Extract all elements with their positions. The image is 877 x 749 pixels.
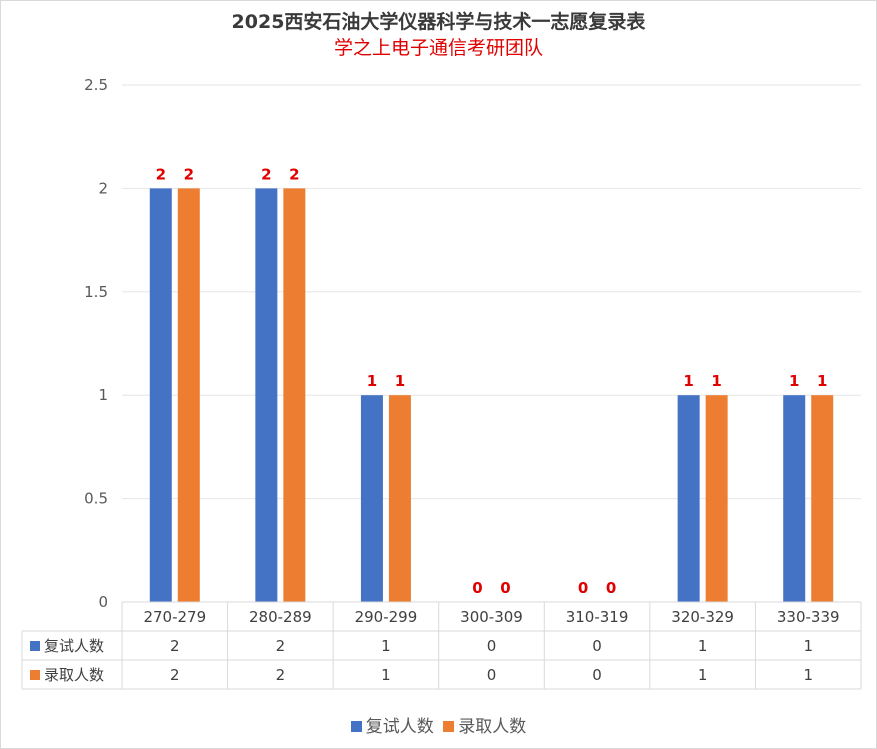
x-tick-label: 320-329 bbox=[671, 608, 734, 626]
y-tick-label: 0.5 bbox=[84, 490, 108, 508]
legend-label-series-1: 复试人数 bbox=[365, 717, 434, 737]
table-cell: 2 bbox=[276, 637, 286, 655]
table-cell: 0 bbox=[487, 637, 497, 655]
legend-swatch-series-1 bbox=[350, 721, 362, 732]
x-tick-label: 290-299 bbox=[355, 608, 418, 626]
table-row-label: 复试人数 bbox=[44, 637, 104, 655]
data-label: 1 bbox=[711, 372, 721, 390]
table-cell: 0 bbox=[592, 637, 602, 655]
table-cell: 2 bbox=[170, 637, 180, 655]
chart-legend: 复试人数 录取人数 bbox=[0, 712, 877, 737]
table-cell: 1 bbox=[381, 637, 391, 655]
data-label: 2 bbox=[289, 165, 299, 183]
data-label: 2 bbox=[261, 165, 271, 183]
legend-item-series-1: 复试人数 bbox=[350, 712, 434, 737]
data-label: 1 bbox=[789, 372, 799, 390]
data-label: 0 bbox=[578, 579, 588, 597]
bar bbox=[677, 395, 700, 602]
x-tick-label: 300-309 bbox=[460, 608, 523, 626]
table-row-label: 录取人数 bbox=[44, 666, 104, 684]
x-tick-label: 330-339 bbox=[777, 608, 840, 626]
table-cell: 2 bbox=[170, 666, 180, 684]
data-label: 0 bbox=[606, 579, 616, 597]
y-tick-label: 0 bbox=[98, 593, 108, 611]
bar bbox=[149, 188, 172, 602]
data-label: 0 bbox=[472, 579, 482, 597]
bar bbox=[283, 188, 306, 602]
table-cell: 2 bbox=[276, 666, 286, 684]
bar bbox=[255, 188, 278, 602]
bar bbox=[177, 188, 200, 602]
legend-swatch-series-2 bbox=[443, 721, 455, 732]
y-tick-label: 2.5 bbox=[84, 76, 108, 94]
table-cell: 1 bbox=[698, 666, 708, 684]
table-cell: 1 bbox=[803, 666, 813, 684]
table-legend-swatch bbox=[30, 670, 40, 680]
y-tick-label: 2 bbox=[98, 179, 108, 197]
data-label: 1 bbox=[683, 372, 693, 390]
chart-title: 2025西安石油大学仪器科学与技术一志愿复录表 bbox=[231, 11, 646, 33]
y-tick-label: 1 bbox=[98, 386, 108, 404]
x-tick-label: 310-319 bbox=[566, 608, 629, 626]
data-label: 2 bbox=[156, 165, 166, 183]
table-cell: 0 bbox=[592, 666, 602, 684]
table-cell: 1 bbox=[698, 637, 708, 655]
table-cell: 1 bbox=[803, 637, 813, 655]
chart-subtitle: 学之上电子通信考研团队 bbox=[333, 37, 543, 59]
bar bbox=[388, 395, 411, 602]
data-label: 0 bbox=[500, 579, 510, 597]
bar bbox=[705, 395, 728, 602]
bar bbox=[811, 395, 834, 602]
legend-item-series-2: 录取人数 bbox=[443, 712, 526, 737]
data-label: 1 bbox=[367, 372, 377, 390]
data-label: 1 bbox=[817, 372, 827, 390]
bar bbox=[360, 395, 383, 602]
data-label: 1 bbox=[395, 372, 405, 390]
y-tick-label: 1.5 bbox=[84, 283, 108, 301]
x-tick-label: 270-279 bbox=[143, 608, 206, 626]
table-cell: 1 bbox=[381, 666, 391, 684]
data-label: 2 bbox=[184, 165, 194, 183]
table-cell: 0 bbox=[487, 666, 497, 684]
bar bbox=[783, 395, 806, 602]
table-legend-swatch bbox=[30, 641, 40, 651]
legend-label-series-2: 录取人数 bbox=[458, 717, 527, 737]
x-tick-label: 280-289 bbox=[249, 608, 312, 626]
